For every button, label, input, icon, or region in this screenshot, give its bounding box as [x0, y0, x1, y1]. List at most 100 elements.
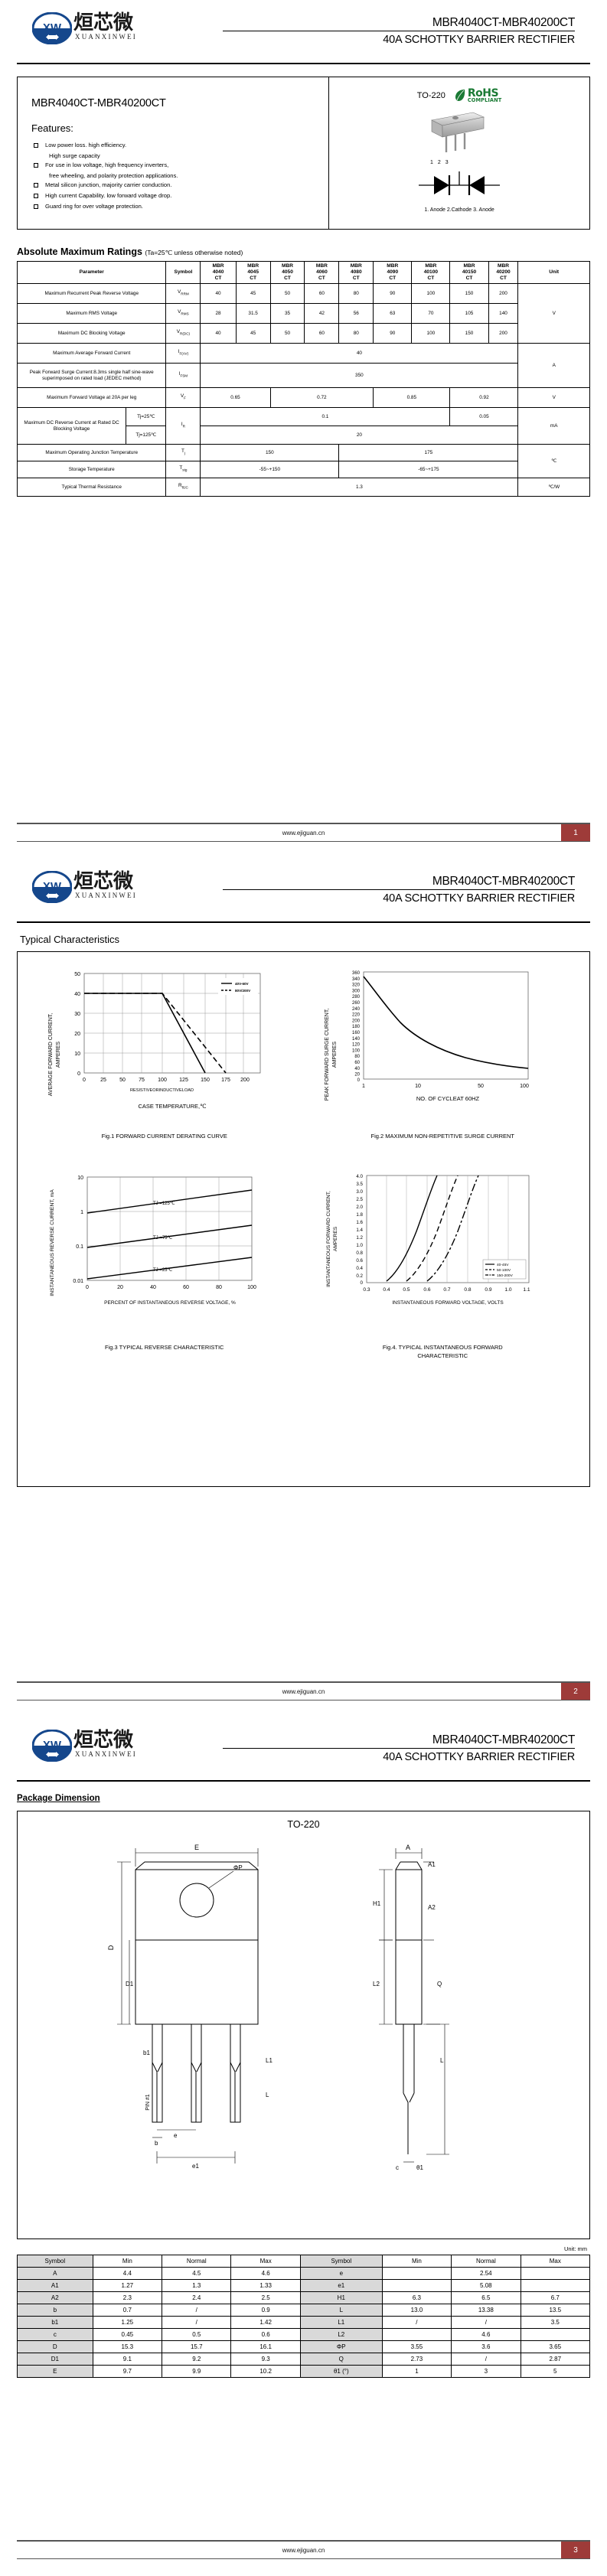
cell: 15.7 [162, 2340, 232, 2353]
svg-text:260: 260 [352, 1001, 361, 1006]
svg-text:150: 150 [201, 1078, 210, 1083]
svg-text:120: 120 [352, 1043, 361, 1048]
cell-condition: Tj=25℃ [126, 407, 167, 426]
table-row: Maximum Forward Voltage at 20A per leg V… [16, 387, 590, 408]
row-param: Maximum Recurrent Peak Reverse Voltage [16, 283, 167, 304]
svg-text:PERCENT OF INSTANTANEOUS REVER: PERCENT OF INSTANTANEOUS REVERSE VOLTAGE… [104, 1300, 236, 1306]
header-subtitle: 40A SCHOTTKY BARRIER RECTIFIER [383, 34, 575, 46]
figure-3-caption: Fig.3 TYPICAL REVERSE CHARACTERISTIC [105, 1344, 224, 1351]
cell: 90 [373, 323, 413, 344]
cell: 0.1 [200, 407, 451, 426]
footer-url[interactable]: www.ejiguan.cn [282, 1687, 325, 1695]
svg-text:CASE TEMPERATURE,℃: CASE TEMPERATURE,℃ [138, 1103, 207, 1110]
svg-text:XW: XW [43, 1739, 62, 1752]
cell: L2 [299, 2328, 383, 2341]
svg-text:1.0: 1.0 [505, 1287, 512, 1293]
svg-text:20: 20 [117, 1285, 123, 1290]
footer-rule-top [17, 1681, 590, 1683]
dim-col-normal-1: Normal [162, 2255, 232, 2268]
cell: 5.08 [451, 2279, 521, 2292]
figure-4: 4.0 3.5 3.0 2.5 2.0 1.8 1.6 1.4 1.2 1.0 … [304, 1166, 583, 1360]
svg-text:0.6: 0.6 [424, 1287, 431, 1293]
svg-text:PEAK FORWARD SURGE CURRENT,: PEAK FORWARD SURGE CURRENT, [325, 1009, 330, 1101]
cell: 2.87 [520, 2353, 591, 2366]
footer-url[interactable]: www.ejiguan.cn [282, 2546, 325, 2554]
package-drawing-box: TO-220 [17, 1811, 590, 2239]
row-symbol: VRMS [165, 303, 201, 324]
cell: / [162, 2304, 232, 2317]
cell: 63 [373, 303, 413, 324]
logo-text-en: XUANXINWEI [75, 1750, 137, 1758]
table-row: D1 9.1 9.2 9.3 Q 2.73 / 2.87 [17, 2353, 591, 2366]
cell: E [17, 2365, 93, 2378]
cell: b1 [17, 2316, 93, 2329]
overview-box: MBR4040CT-MBR40200CT Features: Low power… [17, 77, 590, 230]
cell-unit: mA [517, 407, 590, 445]
cell: 2.5 [230, 2291, 301, 2304]
row-param: Maximum DC Blocking Voltage [16, 323, 167, 344]
cell: 0.05 [449, 407, 519, 426]
page-2: XW 烜芯微 XUANXINWEI MBR4040CT-MBR40200CT 4… [0, 859, 607, 1717]
svg-text:50: 50 [74, 972, 80, 977]
cell: 6.3 [381, 2291, 452, 2304]
cell: D [17, 2340, 93, 2353]
checkbox-icon [34, 183, 38, 188]
col-device-3: MBR 4060 CT [304, 261, 340, 284]
svg-text:L2: L2 [373, 1981, 380, 1987]
col-parameter: Parameter [16, 261, 167, 284]
fig1-chart: 50 40 30 20 10 0 0 25 50 75 100 125 150 [48, 972, 261, 1110]
cell: 200 [488, 323, 519, 344]
cell: 31.5 [235, 303, 271, 324]
col-unit: Unit [517, 261, 590, 284]
cell: c [17, 2328, 93, 2341]
svg-text:100: 100 [352, 1048, 361, 1053]
svg-text:A1: A1 [428, 1861, 436, 1868]
row-symbol: IFSM [165, 363, 201, 388]
svg-text:3.0: 3.0 [357, 1189, 364, 1195]
row-param: Maximum DC Reverse Current at Rated DC B… [16, 407, 127, 445]
cell: 13.38 [451, 2304, 521, 2317]
list-item: Guard ring for over voltage protection. [31, 202, 319, 212]
svg-text:40: 40 [150, 1285, 156, 1290]
cell: 4.6 [451, 2328, 521, 2341]
cell-unit: V [517, 387, 590, 408]
svg-text:240: 240 [352, 1007, 361, 1012]
svg-text:AVERAGE FORWARD CURRENT,: AVERAGE FORWARD CURRENT, [48, 1013, 54, 1096]
cell: 6.7 [520, 2291, 591, 2304]
feature-text: Low power loss. high efficiency. [45, 142, 127, 148]
footer-url[interactable]: www.ejiguan.cn [282, 829, 325, 836]
svg-text:θ1: θ1 [416, 2164, 423, 2171]
cell: -65~+175 [338, 461, 519, 478]
cell: 15.3 [92, 2340, 163, 2353]
cell: 60 [304, 323, 340, 344]
svg-text:40V-60V: 40V-60V [235, 982, 250, 986]
checkbox-icon [34, 143, 38, 148]
document-header: XW 烜芯微 XUANXINWEI MBR4040CT-MBR40200CT 4… [17, 1717, 590, 1777]
cell: 150 [449, 283, 489, 304]
cell: A1 [17, 2279, 93, 2292]
svg-text:XW: XW [43, 21, 62, 34]
cell: 13.5 [520, 2304, 591, 2317]
features-heading: Features: [31, 122, 73, 134]
cell: 0.6 [230, 2328, 301, 2341]
page-number: 2 [561, 1683, 590, 1700]
table-row: Maximum Recurrent Peak Reverse Voltage V… [16, 283, 590, 344]
cell: 0.65 [200, 387, 271, 408]
svg-text:D: D [107, 1945, 115, 1950]
cell: 3.55 [381, 2340, 452, 2353]
svg-text:H1: H1 [373, 1900, 381, 1907]
svg-text:0.8: 0.8 [465, 1287, 472, 1293]
svg-text:220: 220 [352, 1013, 361, 1018]
header-rule-thin [223, 1748, 575, 1749]
footer-bar: www.ejiguan.cn 2 [17, 1683, 590, 1700]
checkbox-icon [34, 204, 38, 209]
cell: A [17, 2267, 93, 2280]
cell: 3.65 [520, 2340, 591, 2353]
package-name: TO-220 [416, 90, 445, 100]
document-header: XW 烜芯微 XUANXINWEI MBR4040CT-MBR40200CT 4… [17, 859, 590, 918]
cell: 0.9 [230, 2304, 301, 2317]
svg-text:TJ =75℃: TJ =75℃ [153, 1236, 173, 1241]
cell: H1 [299, 2291, 383, 2304]
page-footer: www.ejiguan.cn 3 [17, 2540, 590, 2559]
cell: A2 [17, 2291, 93, 2304]
